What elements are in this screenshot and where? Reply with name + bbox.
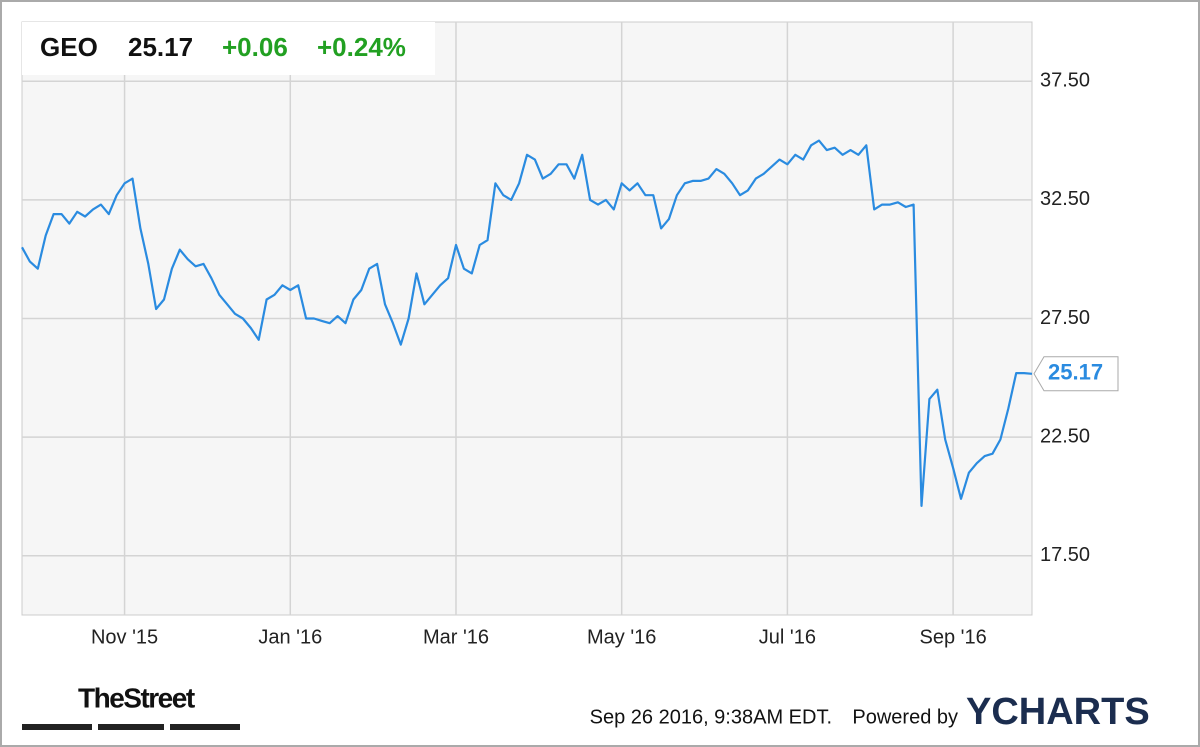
x-tick-label: Jan '16 — [258, 626, 322, 648]
brand-bar — [22, 724, 92, 730]
y-tick-label: 27.50 — [1040, 307, 1090, 329]
x-tick-label: Jul '16 — [759, 626, 816, 648]
x-tick-label: Nov '15 — [91, 626, 158, 648]
x-tick-label: May '16 — [587, 626, 656, 648]
header-box — [22, 22, 435, 75]
last-value-tag — [1033, 356, 1119, 392]
grid — [22, 22, 1032, 615]
x-tick-label: Mar '16 — [423, 626, 489, 648]
x-tick-label: Sep '16 — [919, 626, 986, 648]
brand-bar — [170, 724, 240, 730]
change: +0.06 — [222, 32, 288, 62]
brand-bar — [98, 724, 164, 730]
y-tick-label: 32.50 — [1040, 188, 1090, 210]
last-value-label: 25.17 — [1048, 360, 1103, 385]
powered-by: Powered by — [852, 706, 958, 728]
provider: YCHARTS — [966, 691, 1150, 733]
timestamp: Sep 26 2016, 9:38AM EDT. — [590, 706, 832, 728]
brand: TheStreet — [78, 682, 195, 713]
y-tick-label: 17.50 — [1040, 544, 1090, 566]
price: 25.17 — [128, 32, 193, 62]
y-tick-label: 37.50 — [1040, 70, 1090, 92]
ticker: GEO — [40, 32, 98, 62]
change-pct: +0.24% — [317, 32, 406, 62]
price-line — [21, 139, 1033, 507]
y-tick-label: 22.50 — [1040, 425, 1090, 447]
